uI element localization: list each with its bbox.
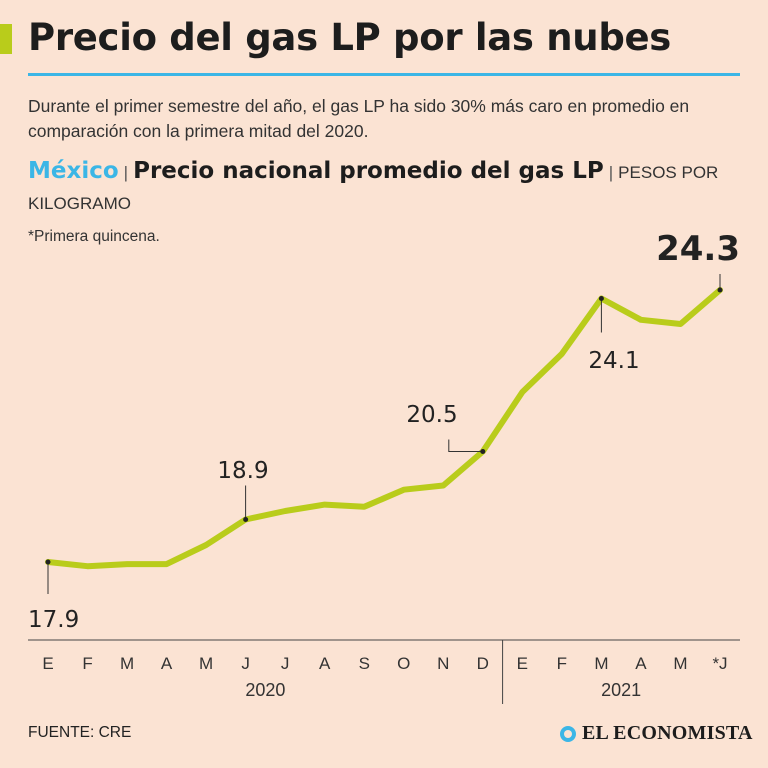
x-tick-label: N bbox=[437, 654, 449, 673]
source-note: FUENTE: CRE bbox=[28, 724, 132, 741]
brand-icon bbox=[560, 725, 576, 742]
page-title: Precio del gas LP por las nubes bbox=[28, 16, 672, 59]
data-point-marker bbox=[45, 559, 51, 565]
data-point-marker bbox=[598, 296, 604, 301]
label-leader-line bbox=[448, 439, 483, 452]
title-divider bbox=[28, 73, 740, 76]
x-tick-label: E bbox=[517, 654, 528, 673]
x-tick-label: O bbox=[397, 654, 410, 673]
x-tick-label: A bbox=[161, 654, 173, 673]
data-label: 24.1 bbox=[588, 348, 639, 374]
chart-units: PESOS POR KILOGRAMO bbox=[28, 163, 719, 213]
subtitle: Durante el primer semestre del año, el g… bbox=[28, 96, 690, 141]
data-label: 18.9 bbox=[217, 458, 268, 484]
chart-footnote: *Primera quincena. bbox=[28, 228, 160, 245]
data-label: 17.9 bbox=[28, 607, 79, 633]
data-point-marker bbox=[480, 449, 486, 454]
x-tick-label: F bbox=[82, 654, 92, 673]
brand-name: EL ECONOMISTA bbox=[582, 722, 753, 744]
price-series-line bbox=[45, 287, 723, 570]
year-label: 2020 bbox=[245, 680, 285, 700]
data-label: 20.5 bbox=[406, 402, 457, 428]
year-label: 2021 bbox=[601, 680, 641, 700]
x-tick-label: J bbox=[281, 654, 290, 673]
x-tick-label: M bbox=[199, 654, 213, 673]
chart-heading: México | Precio nacional promedio del ga… bbox=[28, 156, 748, 219]
x-tick-label: A bbox=[319, 654, 331, 673]
chart-title: Precio nacional promedio del gas LP bbox=[133, 158, 604, 184]
chart-country: México bbox=[28, 158, 119, 184]
x-tick-label: E bbox=[42, 654, 53, 673]
brand-logo: EL ECONOMISTA bbox=[560, 722, 753, 745]
heading-separator-2: | bbox=[608, 163, 614, 182]
heading-separator: | bbox=[123, 163, 129, 182]
x-tick-label: S bbox=[359, 654, 370, 673]
x-tick-label: A bbox=[635, 654, 647, 673]
x-tick-label: *J bbox=[712, 654, 727, 673]
data-label: 24.3 bbox=[656, 229, 740, 269]
x-tick-label: J bbox=[241, 654, 250, 673]
x-tick-label: M bbox=[594, 654, 608, 673]
x-tick-label: M bbox=[673, 654, 687, 673]
x-tick-label: M bbox=[120, 654, 134, 673]
x-tick-label: F bbox=[557, 654, 567, 673]
title-accent-bar bbox=[0, 24, 12, 54]
data-point-marker bbox=[717, 287, 723, 293]
x-tick-label: D bbox=[477, 654, 489, 673]
data-point-marker bbox=[243, 517, 249, 522]
